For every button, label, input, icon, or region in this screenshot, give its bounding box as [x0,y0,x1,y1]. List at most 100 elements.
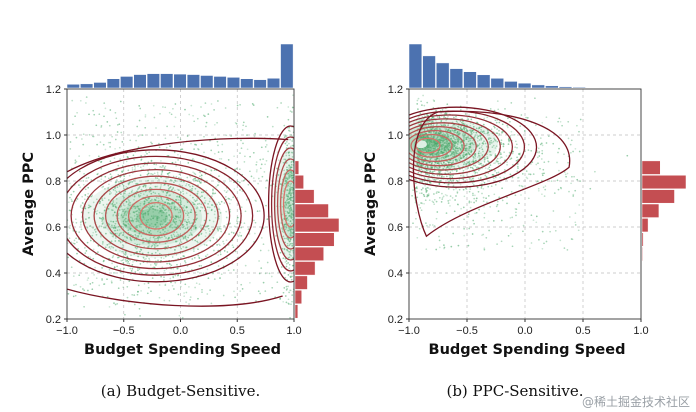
scatter-point [147,219,150,221]
scatter-point [534,97,536,100]
scatter-point [168,194,171,197]
scatter-point [418,163,421,166]
scatter-point [124,217,127,220]
scatter-point [105,232,107,235]
scatter-point [222,240,224,243]
scatter-point [92,257,95,260]
scatter-point [127,169,130,172]
scatter-point [114,147,116,150]
scatter-point [437,151,440,154]
kde-contours [409,106,571,238]
scatter-point [474,134,477,136]
scatter-point [495,159,498,162]
scatter-point [453,151,455,154]
scatter-point [431,141,433,144]
scatter-point [133,215,136,217]
scatter-point [100,235,102,238]
scatter-point [75,200,77,202]
scatter-point [194,187,197,190]
scatter-point [589,187,592,190]
right-hist-bar [294,203,329,218]
scatter-point [557,151,559,154]
scatter-point [438,152,441,155]
scatter-point [427,187,430,189]
scatter-point [247,183,250,186]
scatter-point [204,115,206,118]
scatter-point [202,272,205,275]
scatter-point [167,177,169,179]
scatter-point [426,195,428,198]
scatter-point [423,152,426,155]
scatter-point [286,207,289,210]
scatter-point [142,256,145,259]
scatter-point [459,149,462,151]
scatter-point [429,149,432,152]
scatter-point [441,175,443,178]
scatter-point [129,139,132,142]
scatter-point [185,238,188,241]
scatter-point [130,239,133,242]
scatter-point [483,248,486,251]
scatter-point [266,179,268,182]
scatter-point [512,164,514,166]
scatter-point [284,134,287,137]
scatter-point [147,179,150,182]
scatter-point [467,162,469,164]
scatter-point [141,242,144,244]
scatter-point [196,203,199,205]
scatter-point [443,163,445,165]
scatter-point [117,180,120,183]
scatter-point [431,127,434,129]
scatter-point [180,170,183,172]
scatter-point [292,138,294,140]
scatter-point [457,165,460,167]
scatter-point [85,102,87,104]
scatter-point [425,162,428,165]
scatter-point [464,144,467,147]
scatter-point [283,223,286,226]
scatter-point [239,103,241,106]
scatter-point [291,231,294,234]
right-hist-bar [641,246,643,261]
scatter-point [157,236,159,239]
scatter-point [167,188,170,191]
scatter-point [98,217,101,219]
scatter-point [119,100,122,103]
scatter-point [286,202,288,205]
scatter-point [125,221,128,223]
y-tick-label: 1.0 [388,130,403,142]
scatter-point [502,143,505,146]
scatter-point [152,214,155,217]
scatter-point [282,161,285,164]
scatter-point [101,212,103,215]
scatter-point [100,160,103,163]
scatter-point [230,135,232,137]
right-hist-bar [294,189,315,204]
scatter-point [428,120,431,123]
scatter-point [444,141,447,144]
scatter-point [456,131,459,134]
scatter-point [451,152,453,155]
scatter-point [441,145,443,148]
scatter-point [491,141,493,144]
scatter-point [180,220,182,222]
scatter-point [471,130,474,132]
top-hist-bar [504,81,518,89]
scatter-point [481,164,483,167]
scatter-point [489,108,492,110]
scatter-point [70,193,73,196]
scatter-point [150,290,152,293]
scatter-point [483,216,486,219]
scatter-point [437,150,440,153]
scatter-point [493,126,496,129]
scatter-point [423,202,425,205]
scatter-point [441,192,443,195]
scatter-point [285,177,287,179]
scatter-point [167,184,170,187]
scatter-point [468,145,470,148]
scatter-point [557,120,559,123]
scatter-point [225,191,228,194]
scatter-point [164,180,167,183]
scatter-point [245,198,248,201]
scatter-point [289,210,291,212]
